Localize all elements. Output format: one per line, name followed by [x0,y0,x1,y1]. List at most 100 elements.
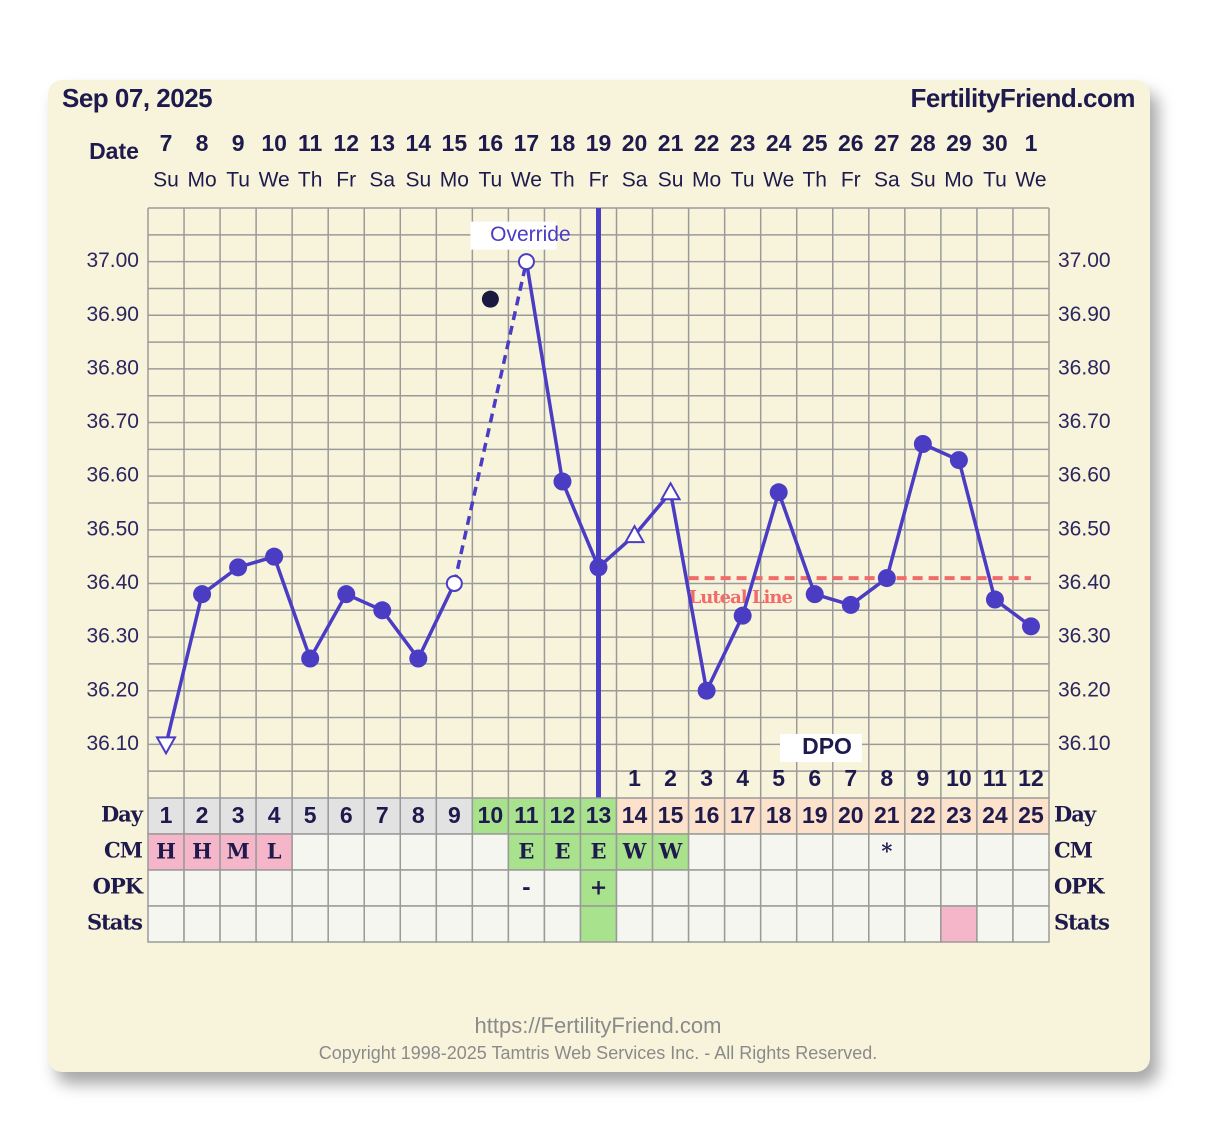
table-cell [255,869,293,907]
table-cell [651,833,690,871]
table-cell [759,833,798,871]
temperature-segment [885,443,925,579]
y-tick-label: 36.40 [86,571,139,594]
table-cell [651,797,690,835]
row-label: OPK [93,874,144,899]
date: 20 [622,130,648,156]
table-cell [723,833,762,871]
temperature-segment [416,582,456,660]
row-label: CM [104,838,143,863]
cell-value: E [518,839,534,864]
table-cell [435,833,474,871]
table-cell [868,869,906,907]
weekday: Tu [226,169,250,192]
temperature-point-triangle [623,524,646,544]
cycle-day: 10 [478,802,504,828]
table-cell [471,905,510,943]
date: 21 [658,130,684,156]
y2-tick-label: 36.20 [1058,678,1111,701]
table-cell [1012,833,1050,871]
footer-url: https://FertilityFriend.com [475,1013,722,1038]
weekday: Mo [440,169,469,192]
table-cell [687,869,726,907]
y2-tick-label: 36.90 [1058,303,1111,326]
table-cell [507,833,546,871]
date: 10 [261,130,287,156]
cycle-day: 15 [658,802,684,828]
cell-value: H [156,839,176,864]
temperature-point [337,585,356,604]
table-cell [435,905,474,943]
weekday: Tu [983,169,1007,192]
temperature-point [733,606,752,625]
table-cell [147,797,185,835]
table-cell [940,905,978,943]
y2-tick-label: 36.60 [1058,464,1111,487]
temperature-point-open [445,574,463,592]
date: 15 [442,130,468,156]
temperature-point [553,472,572,491]
table-cell [832,905,870,943]
temperature-point-open [517,253,535,271]
table-cell [543,905,582,943]
table-cell [759,869,798,907]
table-cell [795,869,834,907]
date: 1 [1025,130,1038,156]
table-cell [976,869,1014,907]
weekday: We [259,169,290,192]
cycle-day: 12 [550,802,576,828]
date: 8 [196,130,209,156]
date: 19 [586,130,612,156]
table-cell [976,905,1014,943]
temperature-point [877,569,896,588]
y2-tick-label: 36.80 [1058,356,1111,379]
cell-value: - [522,875,531,900]
date: 17 [514,130,540,156]
weekday: Fr [336,169,356,192]
cell-value: * [881,839,892,864]
date: 25 [802,130,828,156]
coverline-label: Luteal Line [689,587,793,608]
cycle-day: 13 [586,802,612,828]
temperature-point [769,483,788,502]
table-cell [795,905,834,943]
table-cell [255,905,293,943]
weekday: We [511,169,542,192]
date: 18 [550,130,576,156]
temperature-point [697,681,716,700]
weekday: Sa [369,169,395,192]
table-cell [1012,869,1050,907]
cycle-day: 25 [1018,802,1044,828]
temperature-point [265,547,284,566]
dpo-number: 5 [772,765,785,791]
weekday: Su [153,169,179,192]
row-label: Day [101,802,144,827]
table-cell [795,833,834,871]
row-label-right: Day [1054,802,1097,827]
table-cell [940,833,978,871]
date: 22 [694,130,720,156]
table-cell [795,797,834,835]
weekday: Sa [622,169,648,192]
y-tick-label: 36.30 [86,625,139,648]
table-cell [687,833,726,871]
table-cell [363,869,402,907]
cycle-day: 6 [340,802,353,828]
y-tick-label: 36.50 [86,517,139,540]
table-cell [399,869,438,907]
weekday: Tu [479,169,503,192]
table-cell [615,905,654,943]
temperature-segment [957,459,997,600]
dpo-number: 8 [880,765,893,791]
date: 26 [838,130,864,156]
table-cell [904,869,942,907]
temperature-point [193,585,212,604]
temperature-point [589,558,608,577]
cycle-day: 19 [802,802,828,828]
date: 27 [874,130,900,156]
table-cell [543,869,582,907]
table-cell [615,869,654,907]
cycle-day: 1 [160,802,173,828]
table-cell [183,869,221,907]
date: 9 [232,130,245,156]
